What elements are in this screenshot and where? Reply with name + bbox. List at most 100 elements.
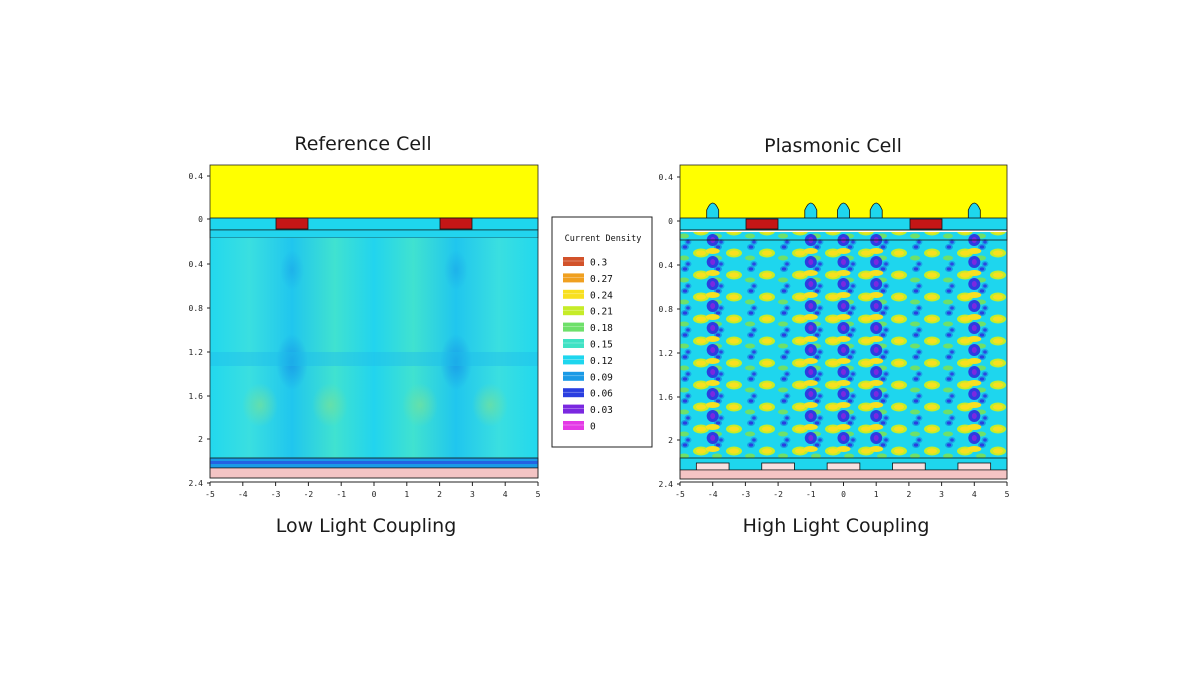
- legend-swatch: [563, 421, 584, 430]
- right-x-tick-label: 3: [939, 490, 944, 499]
- left-x-tick-label: -5: [205, 490, 215, 499]
- right-y-tick-label: 2: [668, 436, 673, 445]
- field-node-core: [841, 303, 846, 309]
- right-x-tick-label: -5: [675, 490, 685, 499]
- left-frame: [209, 164, 539, 479]
- field-node-core: [808, 435, 814, 441]
- field-antinode: [967, 292, 982, 298]
- left-x-ticks: -5 -4 -3 -2 -1 0 1 2 3 4 5: [205, 482, 541, 499]
- field-antinode: [705, 248, 720, 254]
- left-top-layer: [210, 165, 538, 218]
- legend-swatch: [563, 371, 584, 381]
- field-antinode: [869, 314, 884, 320]
- field-antinode: [705, 446, 720, 452]
- field-node-core: [808, 369, 814, 375]
- left-plot: [209, 164, 539, 483]
- left-y-tick-label: 1.6: [189, 392, 204, 401]
- field-node-core: [841, 369, 846, 375]
- field-antinode: [705, 292, 720, 298]
- left-x-tick-label: 4: [503, 490, 508, 499]
- field-antinode: [869, 292, 884, 298]
- left-thin-layer: [209, 229, 539, 239]
- field-node-core: [710, 259, 716, 265]
- field-antinode: [967, 270, 982, 276]
- field-antinode: [967, 380, 982, 386]
- left-y-tick-label: 2: [198, 435, 203, 444]
- field-antinode: [967, 248, 982, 254]
- right-y-tick-label: 0.4: [659, 173, 674, 182]
- left-y-tick-label: 0.4: [189, 260, 204, 269]
- legend-label: 0.3: [590, 258, 607, 269]
- legend-label: 0.27: [590, 274, 613, 285]
- field-antinode: [967, 446, 982, 452]
- right-caption: High Light Coupling: [743, 515, 930, 537]
- left-y-ticks: 0.4 0 0.4 0.8 1.2 1.6 2 2.4: [189, 172, 210, 488]
- field-node-core: [841, 413, 846, 419]
- right-x-tick-label: 0: [841, 490, 846, 499]
- field-antinode: [967, 424, 982, 430]
- field-antinode: [803, 270, 818, 276]
- right-x-tick-label: 1: [874, 490, 879, 499]
- field-antinode: [705, 380, 720, 386]
- field-antinode: [803, 380, 818, 386]
- field-node-core: [808, 413, 814, 419]
- left-band: [210, 352, 538, 366]
- field-antinode: [869, 336, 884, 342]
- left-substrate: [209, 467, 539, 479]
- left-x-tick-label: -3: [271, 490, 281, 499]
- field-node-core: [841, 259, 846, 265]
- right-y-tick-label: 1.6: [659, 393, 674, 402]
- field-antinode: [705, 402, 720, 408]
- field-antinode: [967, 402, 982, 408]
- field-antinode: [803, 314, 818, 320]
- left-hotspot: [276, 334, 308, 390]
- left-warmspot: [242, 383, 278, 427]
- field-node-core: [971, 435, 977, 441]
- legend-swatch: [563, 289, 584, 299]
- right-y-ticks: 0.4 0 0.4 0.8 1.2 1.6 2 2.4: [659, 173, 680, 489]
- left-warmspot: [472, 383, 508, 427]
- legend-label: 0: [590, 422, 596, 433]
- field-node-core: [841, 325, 846, 331]
- field-antinode: [803, 446, 818, 452]
- right-x-tick-label: -2: [773, 490, 783, 499]
- right-x-tick-label: 2: [906, 490, 911, 499]
- right-x-tick-label: -4: [708, 490, 718, 499]
- field-node-core: [873, 347, 879, 353]
- field-antinode: [836, 336, 851, 342]
- left-x-tick-label: -2: [304, 490, 314, 499]
- field-node-core: [841, 435, 846, 441]
- left-title: Reference Cell: [294, 133, 431, 155]
- back-pad: [892, 462, 926, 471]
- field-antinode: [967, 336, 982, 342]
- legend-swatch: [563, 257, 584, 266]
- legend-swatch: [563, 322, 584, 332]
- field-antinode: [967, 358, 982, 364]
- field-node-core: [710, 391, 716, 397]
- field-node-core: [971, 259, 977, 265]
- field-node-core: [710, 281, 716, 287]
- field-antinode: [967, 314, 982, 320]
- legend-swatch: [563, 306, 584, 316]
- right-contact-2: [909, 218, 943, 230]
- field-node-core: [873, 281, 879, 287]
- field-antinode: [836, 380, 851, 386]
- field-node-core: [971, 413, 977, 419]
- nanoparticle: [706, 202, 720, 220]
- field-node-core: [971, 303, 977, 309]
- legend-swatch: [563, 339, 584, 348]
- back-pad: [957, 462, 992, 471]
- field-node-core: [808, 281, 814, 287]
- field-node-core: [971, 347, 977, 353]
- field-node-core: [710, 435, 716, 441]
- left-y-tick-label: 0: [198, 215, 203, 224]
- left-x-tick-label: 1: [404, 490, 409, 499]
- field-antinode: [869, 358, 884, 364]
- left-x-tick-label: 5: [536, 490, 541, 499]
- field-antinode: [869, 248, 884, 254]
- field-node-core: [841, 391, 846, 397]
- right-y-tick-label: 1.2: [659, 349, 674, 358]
- left-hotspot: [440, 334, 472, 390]
- field-antinode: [869, 402, 884, 408]
